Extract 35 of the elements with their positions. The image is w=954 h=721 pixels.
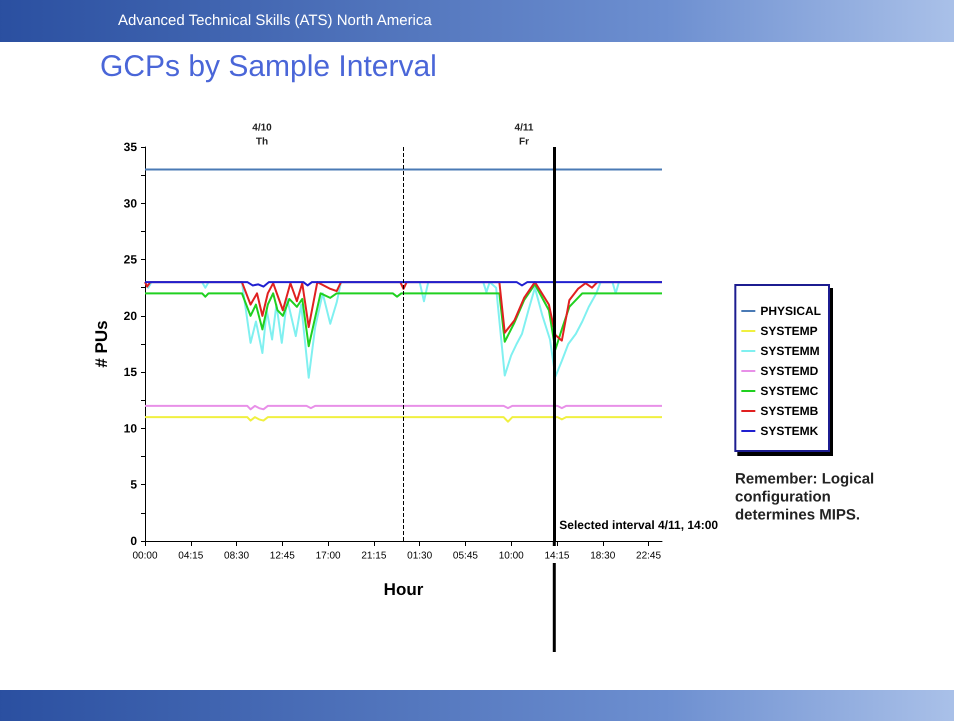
x-tick-label: 10:00 (498, 550, 524, 562)
y-tick-label: 35 (124, 140, 138, 154)
x-tick-label: 22:45 (636, 550, 662, 562)
x-tick-label: 12:45 (270, 550, 296, 562)
x-tick-label: 17:00 (316, 550, 342, 562)
x-tick-label: 04:15 (178, 550, 204, 562)
x-tick-label: 21:15 (361, 550, 387, 562)
x-tick-label: 18:30 (590, 550, 616, 562)
x-axis-title: Hour (384, 580, 424, 599)
y-tick-label: 10 (124, 421, 138, 436)
legend-label: SYSTEMM (760, 344, 820, 358)
chart-subtitle: Advanced Technical Skills (ATS) North America (118, 12, 432, 29)
legend-label: PHYSICAL (760, 304, 822, 318)
legend-label: SYSTEMD (760, 364, 819, 378)
legend-label: SYSTEMK (760, 424, 819, 438)
x-tick-label: 05:45 (452, 550, 478, 562)
annotation: 4/11 Fr (514, 122, 534, 148)
x-tick-label: 08:30 (224, 550, 250, 562)
y-tick-label: 25 (124, 252, 138, 267)
legend-label: SYSTEMB (760, 404, 819, 418)
legend-label: SYSTEMC (760, 384, 819, 398)
x-tick-label: 14:15 (544, 550, 570, 562)
y-tick-label: 15 (124, 365, 138, 380)
y-tick-label: 0 (130, 534, 138, 548)
y-tick-label: 30 (124, 196, 138, 210)
annotation: 4/10 Th (252, 122, 272, 148)
legend-label: SYSTEMP (760, 324, 818, 338)
y-axis-title: # PUs (92, 320, 111, 368)
text: Remember: Logical configuration determines MIPS. (735, 470, 878, 524)
y-tick-label: 5 (130, 478, 138, 492)
y-tick-label: 20 (124, 308, 138, 323)
chart-title: GCPs by Sample Interval (100, 50, 437, 84)
x-tick-label: 00:00 (132, 550, 158, 562)
x-tick-label: 01:30 (407, 550, 433, 562)
ref-line-label: Selected interval 4/11, 14:00 (559, 518, 718, 532)
